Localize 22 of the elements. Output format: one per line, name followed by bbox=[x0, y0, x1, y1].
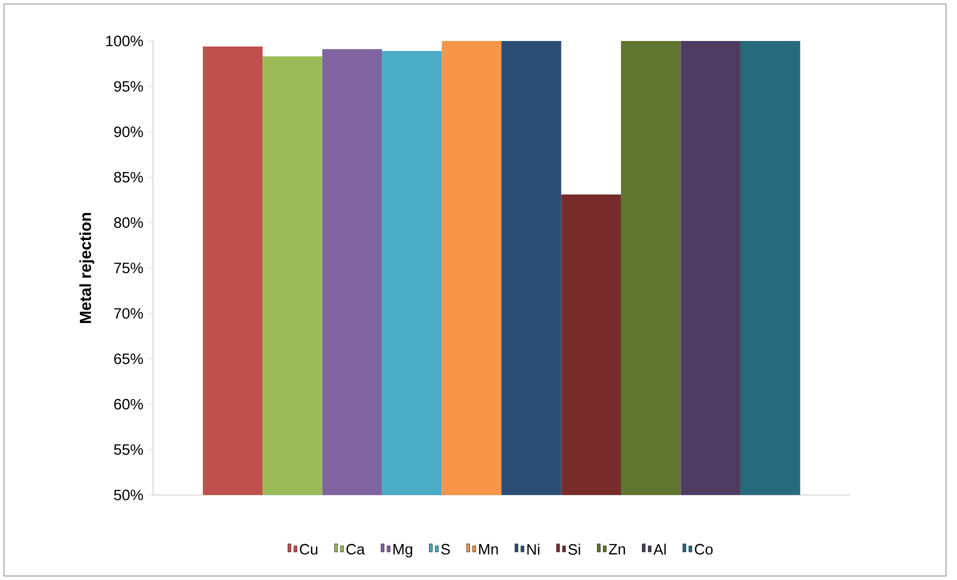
y-tick-label: 80% bbox=[114, 217, 143, 228]
legend-label: S bbox=[441, 544, 450, 555]
y-tick-label: 60% bbox=[114, 398, 143, 410]
y-tick-label: 100% bbox=[106, 36, 143, 46]
legend-label: Mg bbox=[394, 544, 412, 558]
legend-label: Zn bbox=[608, 544, 625, 554]
legend-label: Ca bbox=[346, 544, 365, 555]
legend-label: Co bbox=[694, 544, 713, 555]
legend-label: Si bbox=[568, 544, 580, 555]
legend-label: Al bbox=[653, 544, 666, 555]
legend-label: Mn bbox=[479, 544, 498, 554]
y-tick-label: 50% bbox=[114, 490, 143, 500]
legend-label: Cu bbox=[300, 544, 318, 555]
y-tick-label: 65% bbox=[114, 353, 143, 364]
y-axis-title: Metal rejection bbox=[79, 212, 94, 323]
y-tick-label: 75% bbox=[114, 262, 143, 274]
y-tick-label: 55% bbox=[114, 444, 143, 455]
y-tick-label: 85% bbox=[114, 172, 143, 182]
y-tick-label: 70% bbox=[114, 308, 143, 319]
legend-label: Ni bbox=[527, 544, 540, 555]
y-tick-label: 90% bbox=[114, 126, 143, 138]
y-tick-label: 95% bbox=[114, 81, 143, 92]
